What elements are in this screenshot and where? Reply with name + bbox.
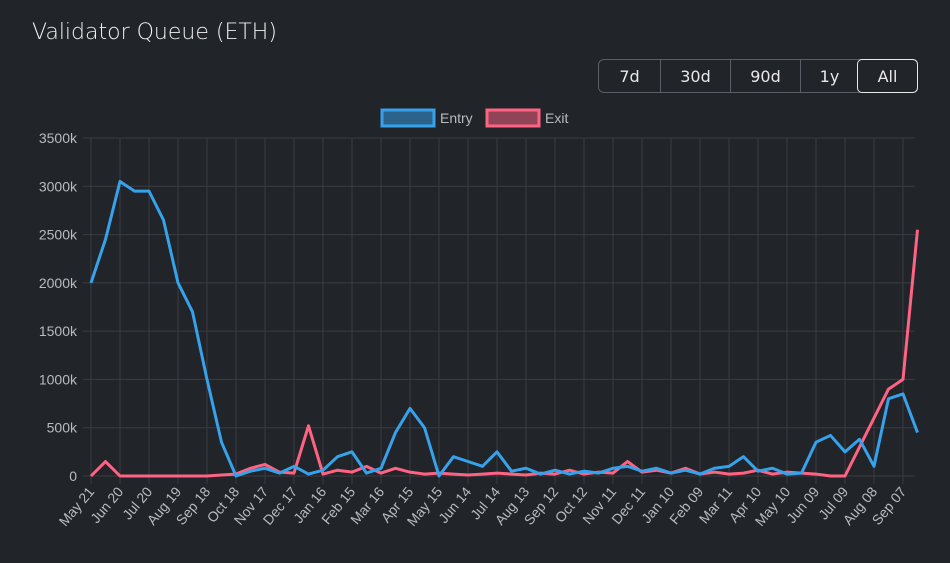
legend-exit-label[interactable]: Exit xyxy=(545,110,568,126)
legend: Entry Exit xyxy=(380,108,568,128)
chart-title: Validator Queue (ETH) xyxy=(32,20,277,45)
time-range-selector: 7d 30d 90d 1y All xyxy=(598,59,918,93)
x-tick-label: May 21 xyxy=(56,483,98,529)
y-tick-label: 2500k xyxy=(39,227,78,243)
range-30d-button[interactable]: 30d xyxy=(660,60,730,92)
x-tick-label: Jun 14 xyxy=(435,483,474,526)
range-90d-button[interactable]: 90d xyxy=(730,60,800,92)
x-tick-label: Mar 11 xyxy=(696,483,736,526)
range-1y-button[interactable]: 1y xyxy=(800,60,858,92)
legend-entry-label[interactable]: Entry xyxy=(440,110,473,126)
y-tick-label: 3500k xyxy=(39,130,78,146)
series-line-exit xyxy=(89,229,919,478)
y-tick-label: 2000k xyxy=(39,275,78,291)
x-tick-label: Jun 09 xyxy=(783,483,822,526)
range-7d-button[interactable]: 7d xyxy=(599,60,660,92)
x-tick-label: Jun 20 xyxy=(87,483,126,526)
y-tick-label: 1500k xyxy=(39,323,78,339)
series-line-entry xyxy=(89,179,919,478)
y-tick-label: 0 xyxy=(69,468,77,484)
y-tick-label: 500k xyxy=(47,420,78,436)
legend-entry-swatch[interactable] xyxy=(380,108,436,128)
y-tick-label: 3000k xyxy=(39,178,78,194)
y-tick-label: 1000k xyxy=(39,371,78,387)
range-all-button[interactable]: All xyxy=(857,59,918,93)
legend-exit-swatch[interactable] xyxy=(485,108,541,128)
